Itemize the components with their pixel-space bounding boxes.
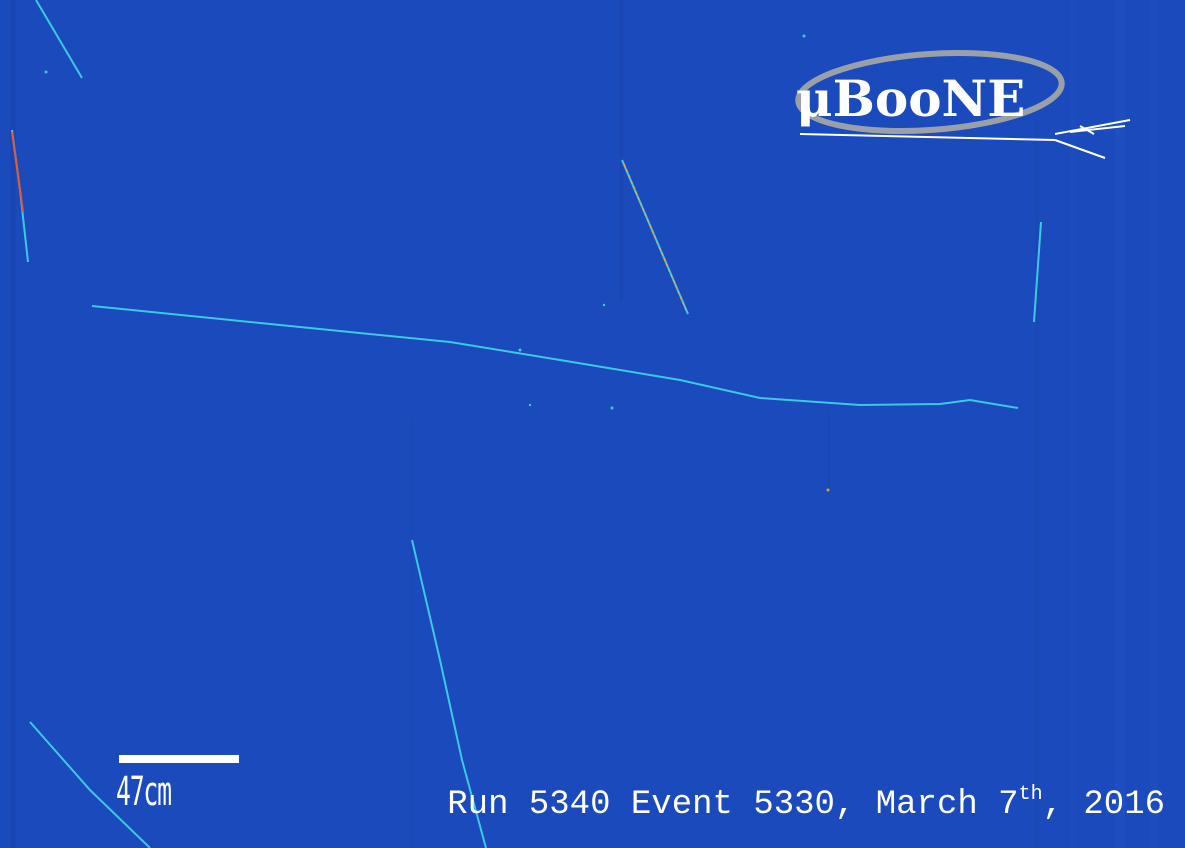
logo-text: μBooNE bbox=[796, 69, 1026, 128]
scale-label: 47cm bbox=[116, 769, 172, 815]
caption-superscript: th bbox=[1018, 783, 1043, 806]
track-horizontal bbox=[91, 305, 1019, 409]
track-left-edge-hot bbox=[11, 131, 24, 213]
caption-suffix: , 2016 bbox=[1042, 786, 1165, 824]
event-caption: Run 5340 Event 5330, March 7th, 2016 bbox=[447, 783, 1165, 824]
hot-speck bbox=[826, 488, 830, 492]
track-lower-left bbox=[29, 721, 151, 848]
track-lower-middle bbox=[411, 539, 487, 848]
hit-specks bbox=[44, 34, 806, 410]
caption-prefix: Run 5340 Event 5330, March 7 bbox=[447, 786, 1019, 824]
track-right bbox=[1033, 221, 1042, 323]
uboone-logo: μBooNE bbox=[780, 40, 1140, 170]
scale-bar bbox=[119, 755, 239, 763]
wire-noise bbox=[10, 0, 1158, 848]
track-upper-middle-hot bbox=[623, 163, 687, 311]
track-top-left bbox=[35, 0, 83, 79]
logo-swoosh bbox=[795, 49, 1131, 159]
